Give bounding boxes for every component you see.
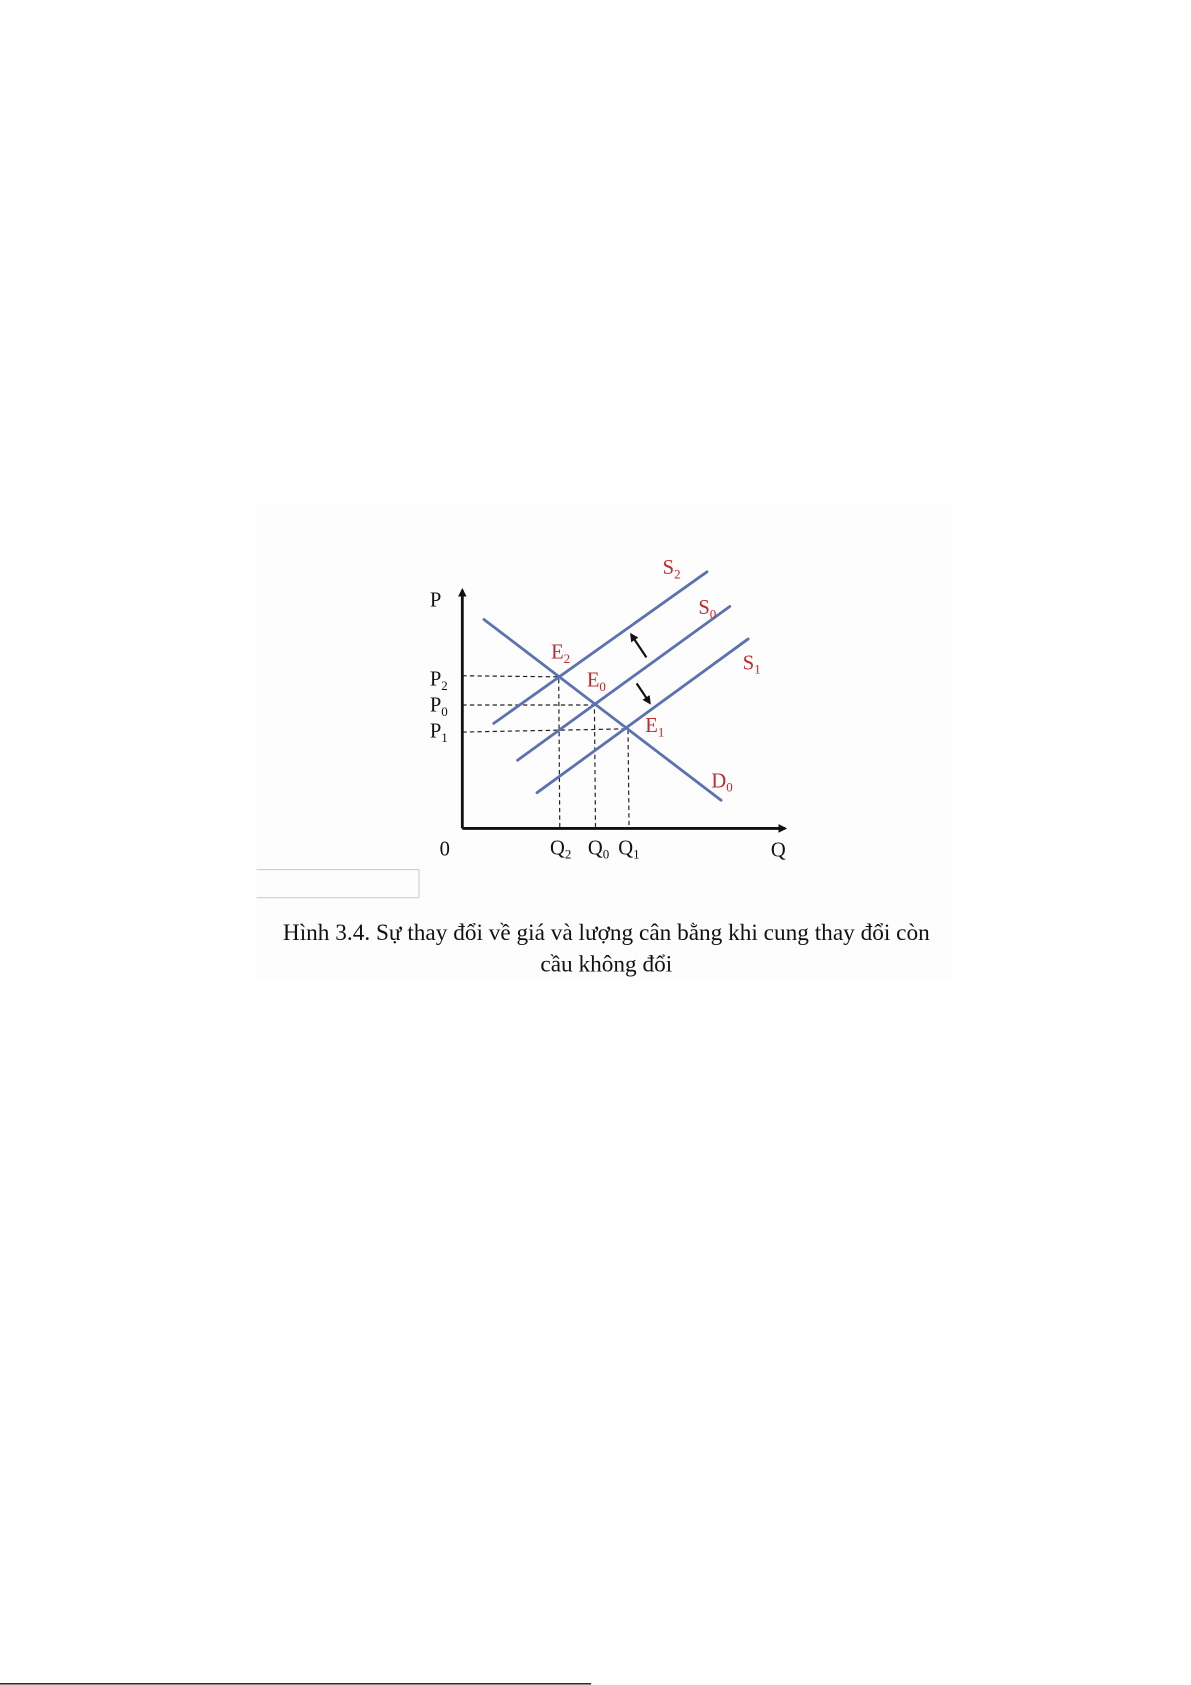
quantity-label-q0: Q0 bbox=[588, 837, 609, 861]
supply-curve-s2 bbox=[492, 570, 709, 725]
empty-text-box bbox=[256, 869, 420, 899]
equilibrium-label-e0: E0 bbox=[587, 670, 606, 694]
equilibrium-label-e2: E2 bbox=[551, 641, 570, 665]
curve-label-d0: D0 bbox=[711, 770, 732, 794]
equilibrium-label-e1: E1 bbox=[645, 715, 664, 739]
y-axis-label: P bbox=[430, 589, 441, 611]
x-axis-label: Q bbox=[771, 840, 786, 862]
shift-up-arrow-icon bbox=[630, 632, 648, 658]
price-label-p0: P0 bbox=[430, 694, 448, 718]
figure-caption-line-2: cầu không đổi bbox=[540, 951, 672, 977]
origin-label: 0 bbox=[440, 838, 450, 860]
price-label-p2: P2 bbox=[430, 669, 448, 693]
supply-curve-s0 bbox=[516, 605, 732, 762]
supply-demand-diagram: P Q 0 P2 P0 P1 Q2 Q0 Q1 S2 S0 S1 D0 E2 E… bbox=[430, 557, 788, 862]
curve-label-s0: S0 bbox=[698, 597, 716, 621]
price-label-p1: P1 bbox=[430, 720, 448, 744]
curve-label-s1: S1 bbox=[743, 652, 761, 676]
quantity-label-q1: Q1 bbox=[618, 837, 639, 861]
figure-caption-line-1: Hình 3.4. Sự thay đổi về giá và lượng câ… bbox=[283, 920, 930, 946]
supply-curve-s1 bbox=[535, 637, 750, 795]
guide-e1 bbox=[462, 728, 630, 829]
demand-curve-d0 bbox=[482, 618, 723, 802]
quantity-label-q2: Q2 bbox=[550, 837, 571, 861]
shift-down-arrow-icon bbox=[635, 682, 651, 705]
curve-label-s2: S2 bbox=[663, 557, 681, 581]
